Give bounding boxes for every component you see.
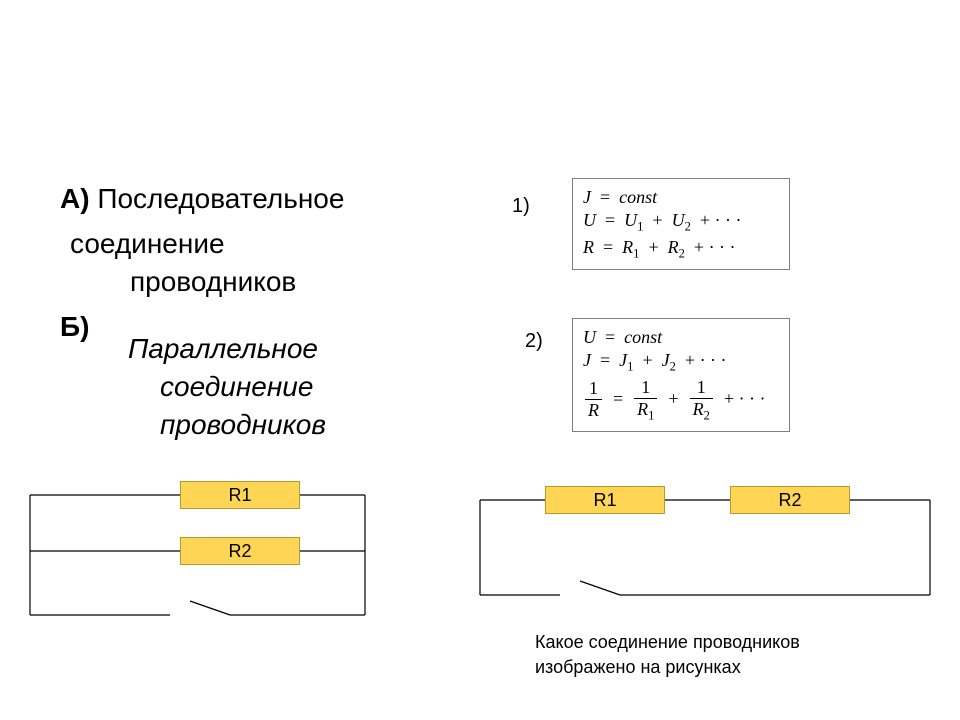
number-1-label: 1) [512,195,530,218]
f2-line2: J = J1 + J2 + · · · [583,350,779,375]
option-a-block: А) Последовательное [60,180,344,218]
a-text-2: соединение [70,225,225,263]
formula-box-1: J = const U = U1 + U2 + · · · R = R1 + R… [572,178,790,270]
b-text-1: Параллельное [128,330,318,368]
formula-box-2: U = const J = J1 + J2 + · · · 1R = 1R1 +… [572,318,790,432]
f1-line3: R = R1 + R2 + · · · [583,237,779,262]
resistor-r2-left: R2 [180,537,300,565]
a-text-1: Последовательное [97,183,344,214]
slide: А) Последовательное соединение проводник… [0,0,960,720]
f1-line2: U = U1 + U2 + · · · [583,210,779,235]
caption-line1: Какое соединение проводников [535,630,800,654]
a-label: А) [60,183,90,214]
b-text-3: проводников [160,406,326,444]
b-label: Б) [60,308,89,346]
resistor-r1-right: R1 [545,486,665,514]
caption-line2: изображено на рисунках [535,655,741,679]
resistor-r2-right: R2 [730,486,850,514]
a-text-3: проводников [130,263,296,301]
number-2-label: 2) [525,330,543,353]
circuit-series-wires [480,500,930,595]
b-text-2: соединение [160,368,313,406]
circuit-parallel: R1 R2 [30,495,365,615]
circuit-series: R1 R2 [480,500,930,595]
f2-line3: 1R = 1R1 + 1R2 + · · · [583,377,779,424]
f2-line1: U = const [583,327,779,348]
resistor-r1-left: R1 [180,481,300,509]
f1-line1: J = const [583,187,779,208]
